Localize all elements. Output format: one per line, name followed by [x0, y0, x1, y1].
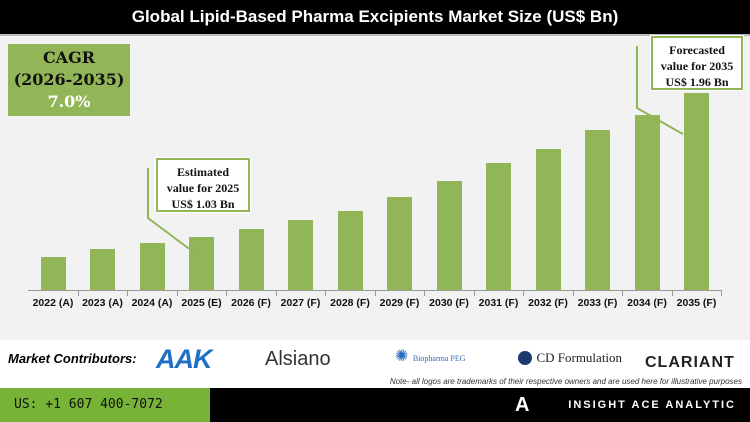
- x-tick: [77, 291, 79, 296]
- bar-2031: [486, 162, 511, 290]
- x-tick-label: 2024 (A): [131, 297, 173, 309]
- logo-biopharma-peg: ✺ Biopharma PEG: [395, 346, 466, 366]
- cd-formulation-text: CD Formulation: [536, 349, 623, 365]
- bar-2025: [189, 237, 214, 290]
- x-tick-label: 2027 (F): [280, 297, 321, 309]
- estimated-line-2: value for 2025: [166, 181, 240, 195]
- logo-alsiano: Alsiano: [265, 348, 331, 370]
- x-tick: [226, 291, 228, 296]
- bar-2026: [238, 229, 264, 290]
- estimated-line-1: Estimated: [177, 165, 229, 179]
- bar-2032: [535, 148, 561, 290]
- phone-number[interactable]: US: +1 607 400-7072: [0, 388, 210, 422]
- estimated-callout: Estimated value for 2025 US$ 1.03 Bn: [155, 157, 251, 213]
- forecast-connector: [636, 46, 684, 135]
- x-axis-line: [28, 290, 722, 291]
- x-tick-label: 2022 (A): [32, 297, 74, 309]
- cagr-box: CAGR (2026-2035) 7.0%: [8, 44, 130, 116]
- bar-2034: [634, 114, 660, 290]
- estimated-connector: [147, 168, 196, 251]
- x-tick: [275, 291, 277, 296]
- x-tick: [721, 291, 723, 296]
- bottom-bar: US: +1 607 400-7072 A INSIGHT ACE ANALYT…: [0, 388, 750, 422]
- x-tick: [176, 291, 178, 296]
- biopharma-peg-text: Biopharma PEG: [412, 354, 466, 363]
- x-tick-label: 2023 (A): [82, 297, 123, 309]
- x-tick: [671, 291, 673, 296]
- bar-2035: [684, 93, 709, 290]
- bar-2029: [387, 196, 412, 290]
- bar-2024: [139, 243, 165, 290]
- brand-name: INSIGHT ACE ANALYTIC: [568, 399, 736, 411]
- x-tick: [473, 291, 475, 296]
- x-tick-label: 2026 (F): [231, 297, 271, 309]
- contributors-label: Market Contributors:: [8, 351, 137, 366]
- x-tick-label: 2033 (F): [577, 297, 618, 309]
- bar-2023: [90, 249, 115, 290]
- callout-connectors: [147, 46, 684, 251]
- cagr-value: 7.0%: [47, 92, 91, 111]
- brand-logo-icon: A: [515, 394, 530, 416]
- x-tick: [127, 291, 129, 296]
- bar-2022: [40, 257, 66, 290]
- forecast-callout: Forecasted value for 2035 US$ 1.96 Bn: [650, 35, 744, 91]
- x-tick: [424, 291, 426, 296]
- x-tick: [572, 291, 574, 296]
- x-tick-label: 2025 (E): [181, 297, 222, 309]
- cd-formulation-icon: [518, 350, 532, 365]
- cagr-period: (2026-2035): [13, 70, 125, 89]
- x-tick-label: 2034 (F): [627, 297, 667, 309]
- chart-title: Global Lipid-Based Pharma Excipients Mar…: [0, 0, 750, 34]
- bar-2033: [585, 130, 610, 290]
- x-tick-label: 2032 (F): [528, 297, 568, 309]
- bar-2027: [288, 220, 313, 290]
- cagr-label: CAGR: [42, 48, 96, 67]
- x-tick-label: 2029 (F): [379, 297, 420, 309]
- bar-2028: [337, 210, 363, 290]
- x-tick: [374, 291, 376, 296]
- x-tick-label: 2035 (F): [676, 297, 717, 309]
- x-tick: [622, 291, 624, 296]
- logo-clariant: CLARIANT: [645, 354, 735, 371]
- contributors-section: Market Contributors: AAK Alsiano ✺ Bioph…: [0, 340, 750, 388]
- forecast-line-1: Forecasted: [669, 43, 725, 57]
- biopharma-peg-icon: ✺: [395, 348, 409, 365]
- bar-2030: [436, 181, 462, 290]
- x-tick: [523, 291, 525, 296]
- logo-aak: AAK: [156, 344, 212, 374]
- estimated-line-3: US$ 1.03 Bn: [171, 197, 235, 211]
- note: Note- all logos are trademarks of their …: [389, 377, 742, 386]
- x-tick-label: 2030 (F): [429, 297, 469, 309]
- forecast-line-2: value for 2035: [660, 59, 734, 73]
- forecast-line-3: US$ 1.96 Bn: [665, 75, 729, 89]
- x-tick: [325, 291, 327, 296]
- logo-cd-formulation: CD Formulation: [518, 349, 622, 367]
- x-tick-label: 2031 (F): [478, 297, 519, 309]
- x-tick-label: 2028 (F): [330, 297, 370, 309]
